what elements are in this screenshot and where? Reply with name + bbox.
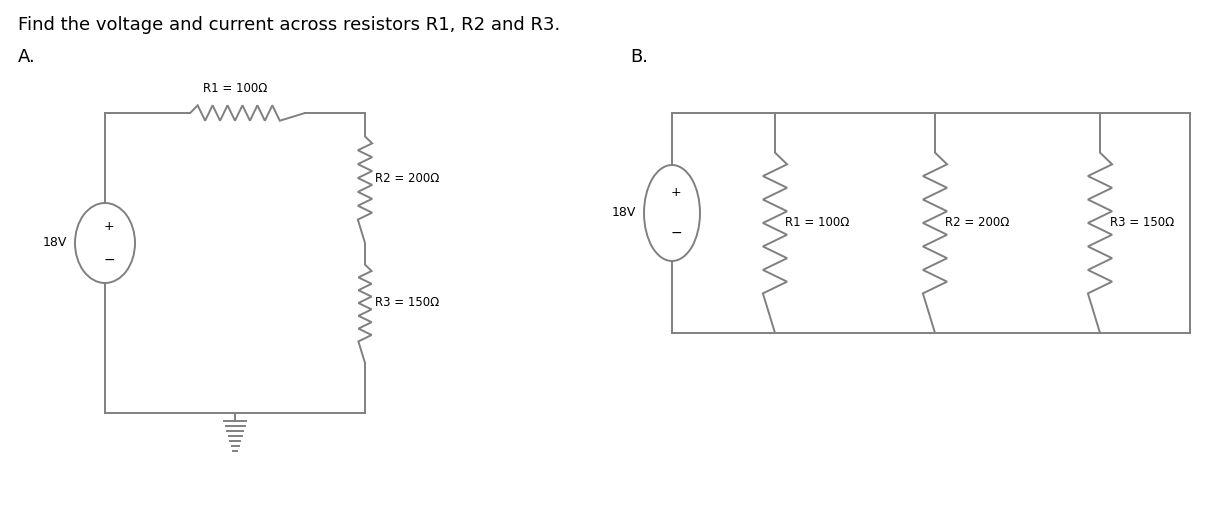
- Text: R1 = 100Ω: R1 = 100Ω: [203, 82, 267, 95]
- Text: 18V: 18V: [43, 237, 67, 249]
- Text: +: +: [104, 219, 114, 233]
- Text: Find the voltage and current across resistors R1, R2 and R3.: Find the voltage and current across resi…: [18, 16, 561, 34]
- Text: R3 = 150Ω: R3 = 150Ω: [1110, 216, 1174, 230]
- Text: −: −: [103, 253, 115, 267]
- Text: R2 = 200Ω: R2 = 200Ω: [375, 172, 439, 184]
- Text: R3 = 150Ω: R3 = 150Ω: [375, 297, 439, 309]
- Text: +: +: [671, 186, 682, 199]
- Text: R1 = 100Ω: R1 = 100Ω: [785, 216, 849, 230]
- Text: −: −: [671, 226, 682, 240]
- Text: R2 = 200Ω: R2 = 200Ω: [945, 216, 1010, 230]
- Text: B.: B.: [630, 48, 647, 66]
- Text: 18V: 18V: [612, 206, 636, 219]
- Text: A.: A.: [18, 48, 35, 66]
